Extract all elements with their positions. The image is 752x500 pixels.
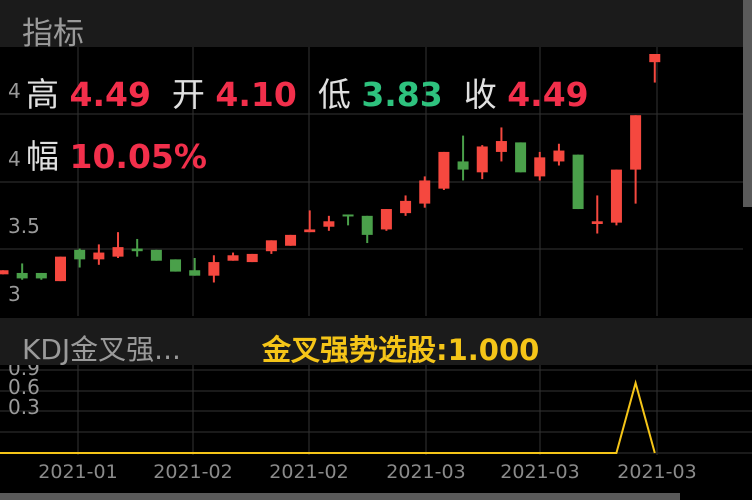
candle-body [515, 142, 527, 173]
candle-body [93, 252, 105, 260]
candle-body [534, 157, 546, 177]
candle-body [591, 221, 603, 224]
close-value: 4.49 [507, 75, 589, 114]
close-label: 收 [463, 75, 497, 114]
change-label: 幅 [26, 137, 59, 176]
sub-indicator-value: 金叉强势选股:1.000 [262, 333, 540, 367]
candle-body [208, 262, 220, 276]
indicator-header: 指标 [0, 0, 743, 52]
candle-body [170, 259, 182, 272]
x-tick-label: 2021-02 [269, 461, 348, 483]
x-tick-label: 2021-03 [617, 461, 696, 483]
change-value: 10.05% [69, 137, 207, 176]
candle-body [246, 253, 258, 263]
sub-y-tick-label: 0.6 [8, 375, 40, 399]
high-value: 4.49 [69, 75, 151, 114]
candle-body [342, 214, 354, 217]
sub-indicator-header: KDJ金叉强... 金叉强势选股:1.000 [0, 318, 752, 367]
candle-body [189, 270, 201, 276]
candle-body [419, 180, 431, 204]
candle-body [265, 240, 277, 252]
candle-body [553, 150, 565, 162]
y-tick-label: 3.5 [8, 214, 40, 238]
candle-body [0, 270, 9, 275]
x-tick-label: 2021-02 [153, 461, 232, 483]
ohlc-info: 高 4.49 开 4.10 低 3.83 收 4.49 [26, 68, 589, 116]
x-tick-label: 2021-03 [500, 461, 579, 483]
y-tick-label: 4 [8, 147, 21, 171]
candle-body [649, 54, 661, 63]
candle-body [150, 249, 162, 261]
horizontal-scrollbar[interactable] [0, 493, 680, 500]
low-value: 3.83 [361, 75, 443, 114]
change-info: 幅 10.05% [26, 130, 207, 178]
candle-body [361, 215, 373, 235]
candle-body [131, 248, 143, 252]
candle-body [476, 146, 488, 173]
candle-body [457, 161, 469, 170]
candle-body [610, 169, 622, 223]
candle-body [16, 272, 28, 279]
candle-body [304, 229, 316, 233]
low-label: 低 [317, 75, 351, 114]
candle-body [630, 115, 642, 170]
candle-body [400, 200, 412, 214]
indicator-line [0, 379, 656, 454]
indicator-title[interactable]: 指标 [22, 16, 84, 52]
sub-indicator-name[interactable]: KDJ金叉强... [22, 333, 181, 366]
y-tick-label: 3 [8, 282, 21, 306]
candle-body [572, 154, 584, 210]
candle-body [227, 255, 239, 261]
candle-body [55, 256, 67, 282]
open-label: 开 [171, 75, 205, 114]
y-tick-label: 4 [8, 79, 21, 103]
candle-body [323, 221, 335, 227]
candle-body [112, 247, 124, 257]
sub-y-tick-label: 0.3 [8, 395, 40, 419]
candle-body [495, 141, 507, 152]
high-label: 高 [26, 75, 59, 114]
x-tick-label: 2021-03 [386, 461, 465, 483]
candle-body [74, 249, 86, 260]
candle-body [285, 234, 297, 246]
vertical-scrollbar[interactable] [743, 0, 752, 207]
candle-body [438, 151, 450, 189]
candle-body [380, 209, 392, 230]
open-value: 4.10 [215, 75, 297, 114]
x-tick-label: 2021-01 [38, 461, 117, 483]
candle-body [35, 272, 47, 279]
